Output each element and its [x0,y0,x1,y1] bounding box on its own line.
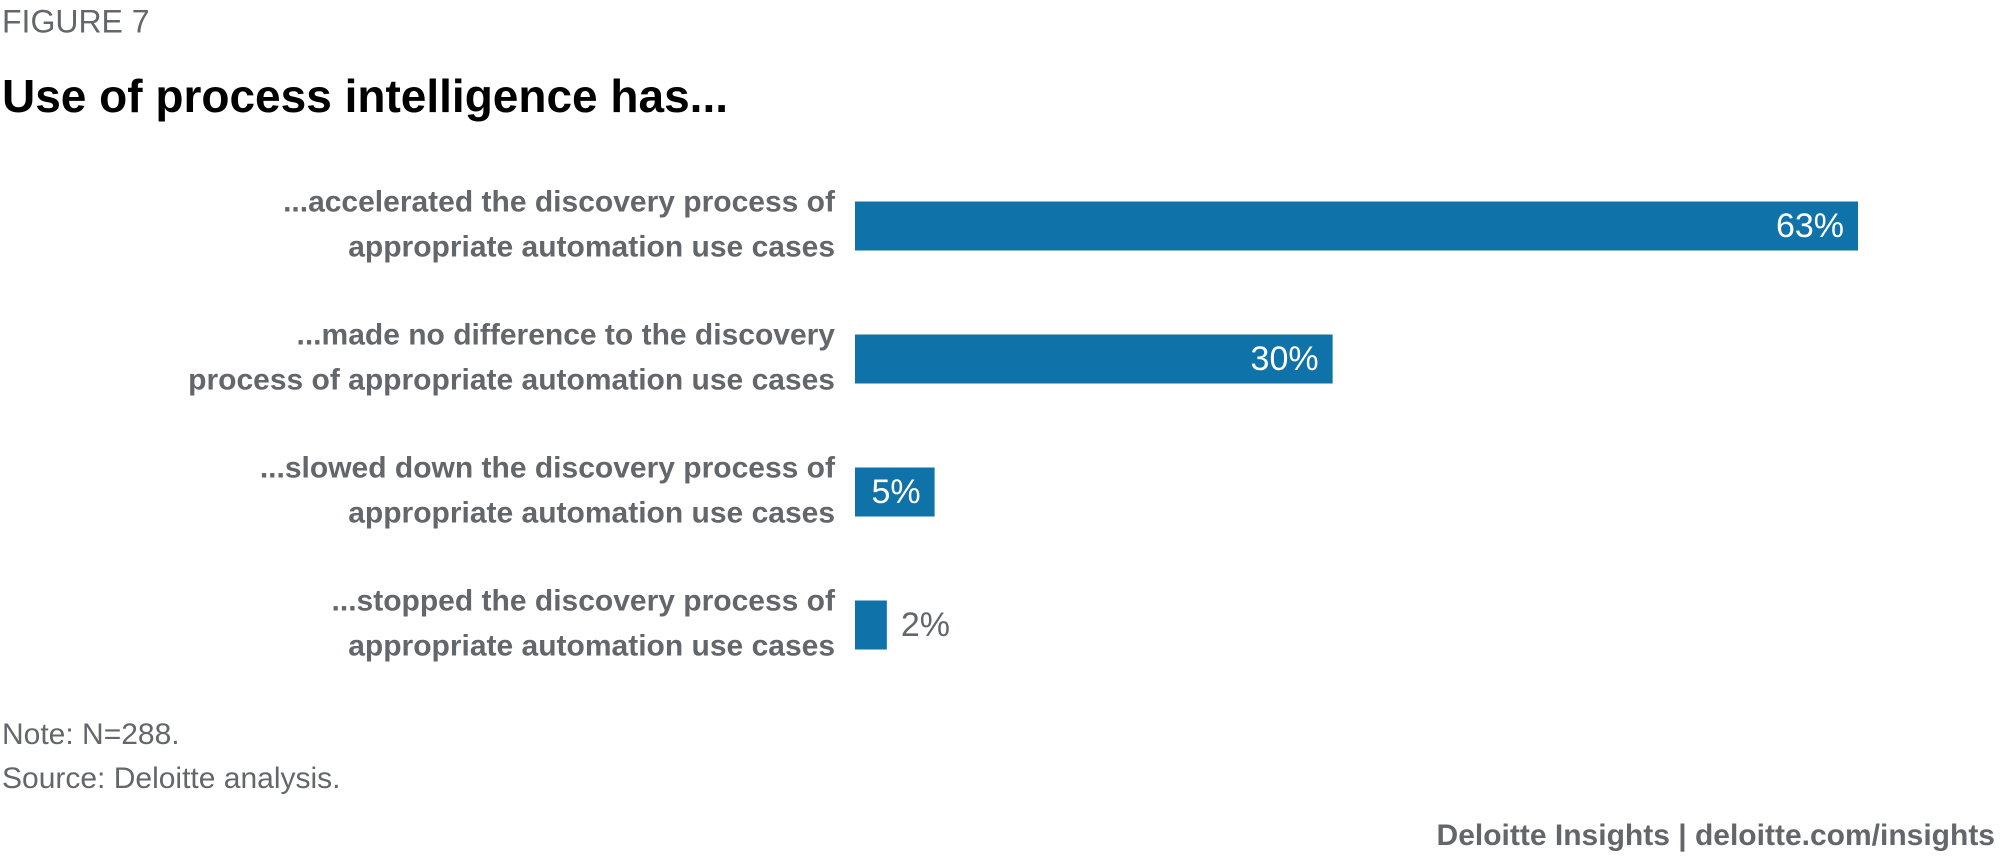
value-label: 30% [1251,340,1319,378]
category-label: process of appropriate automation use ca… [188,363,835,396]
figure-label: FIGURE 7 [2,3,150,39]
source: Source: Deloitte analysis. [2,762,341,795]
category-label: ...accelerated the discovery process of [283,185,836,218]
chart-title: Use of process intelligence has... [2,70,728,122]
category-label: appropriate automation use cases [348,629,835,662]
value-label: 2% [901,606,950,644]
category-label: appropriate automation use cases [348,230,835,263]
note: Note: N=288. [2,718,180,751]
category-label: ...slowed down the discovery process of [260,451,836,484]
category-label: ...stopped the discovery process of [332,584,836,617]
bar [855,600,887,650]
bar [855,334,1333,384]
value-label: 63% [1776,207,1844,245]
category-label: appropriate automation use cases [348,496,835,529]
footer: Deloitte Insights | deloitte.com/insight… [1437,819,1995,852]
bar [855,201,1858,251]
value-label: 5% [871,473,920,511]
bar [855,467,935,517]
category-label: ...made no difference to the discovery [297,318,836,351]
